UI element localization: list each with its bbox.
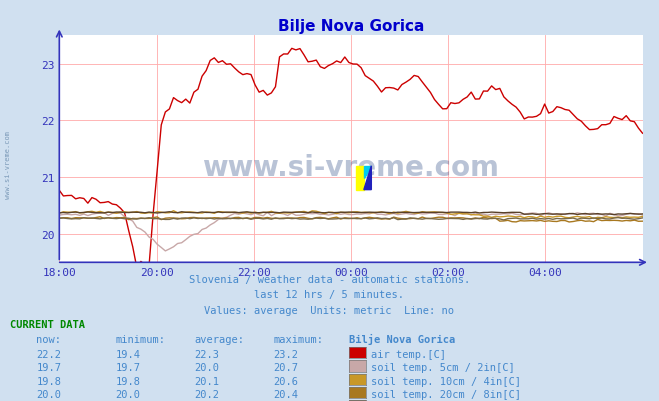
Text: 19.4: 19.4 bbox=[115, 349, 140, 359]
Text: CURRENT DATA: CURRENT DATA bbox=[10, 319, 85, 329]
Text: soil temp. 10cm / 4in[C]: soil temp. 10cm / 4in[C] bbox=[371, 376, 521, 386]
Text: air temp.[C]: air temp.[C] bbox=[371, 349, 446, 359]
Text: 19.8: 19.8 bbox=[36, 376, 61, 386]
Text: 20.0: 20.0 bbox=[115, 389, 140, 399]
Text: 19.7: 19.7 bbox=[115, 363, 140, 373]
Text: 20.0: 20.0 bbox=[194, 363, 219, 373]
Text: 20.2: 20.2 bbox=[194, 389, 219, 399]
Text: last 12 hrs / 5 minutes.: last 12 hrs / 5 minutes. bbox=[254, 290, 405, 300]
Text: Values: average  Units: metric  Line: no: Values: average Units: metric Line: no bbox=[204, 305, 455, 315]
Text: soil temp. 20cm / 8in[C]: soil temp. 20cm / 8in[C] bbox=[371, 389, 521, 399]
Text: 23.2: 23.2 bbox=[273, 349, 299, 359]
Bar bbox=[356, 166, 364, 190]
Text: 20.7: 20.7 bbox=[273, 363, 299, 373]
Text: 20.6: 20.6 bbox=[273, 376, 299, 386]
Text: 19.8: 19.8 bbox=[115, 376, 140, 386]
Text: 20.1: 20.1 bbox=[194, 376, 219, 386]
Text: average:: average: bbox=[194, 334, 244, 344]
Title: Bilje Nova Gorica: Bilje Nova Gorica bbox=[277, 18, 424, 34]
Text: maximum:: maximum: bbox=[273, 334, 324, 344]
Polygon shape bbox=[364, 166, 371, 190]
Text: soil temp. 5cm / 2in[C]: soil temp. 5cm / 2in[C] bbox=[371, 363, 515, 373]
Text: minimum:: minimum: bbox=[115, 334, 165, 344]
Text: now:: now: bbox=[36, 334, 61, 344]
Text: 20.0: 20.0 bbox=[36, 389, 61, 399]
Text: Slovenia / weather data - automatic stations.: Slovenia / weather data - automatic stat… bbox=[189, 275, 470, 285]
Text: 22.2: 22.2 bbox=[36, 349, 61, 359]
Text: 19.7: 19.7 bbox=[36, 363, 61, 373]
Text: Bilje Nova Gorica: Bilje Nova Gorica bbox=[349, 333, 455, 344]
Polygon shape bbox=[364, 166, 371, 178]
Text: 22.3: 22.3 bbox=[194, 349, 219, 359]
Text: www.si-vreme.com: www.si-vreme.com bbox=[202, 154, 500, 182]
Text: www.si-vreme.com: www.si-vreme.com bbox=[5, 130, 11, 198]
Text: 20.4: 20.4 bbox=[273, 389, 299, 399]
